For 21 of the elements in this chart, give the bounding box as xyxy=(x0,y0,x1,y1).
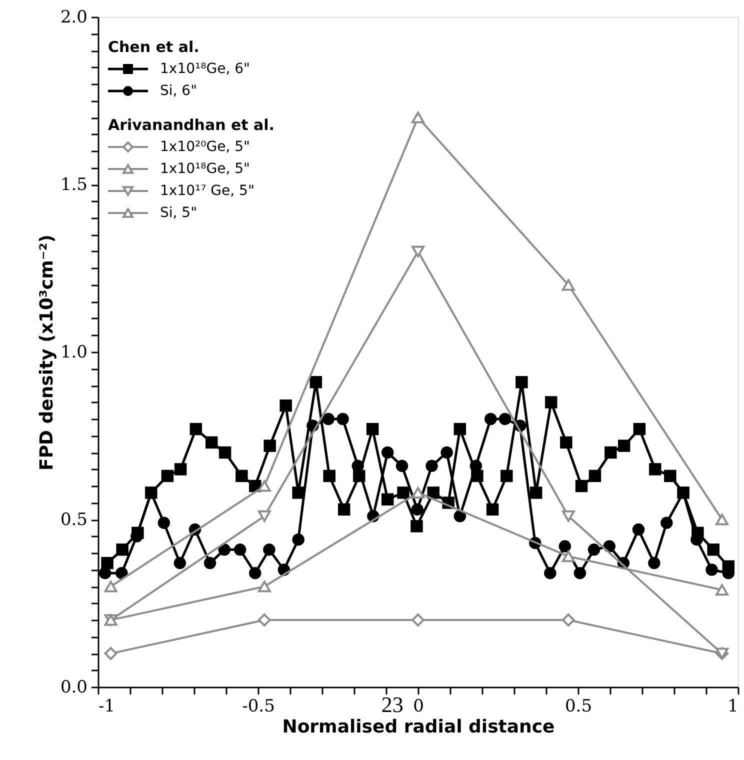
y-tick-label: 0.5 xyxy=(60,510,88,530)
legend-label: 1x10²⁰Ge, 5" xyxy=(160,139,250,155)
x-axis-title: Normalised radial distance xyxy=(282,716,555,738)
y-tick-label: 0.0 xyxy=(60,678,88,698)
legend-label: 1x10¹⁷ Ge, 5" xyxy=(160,183,254,199)
annotation: Arivanandhan et al. xyxy=(108,116,274,134)
y-tick-label: 2.0 xyxy=(60,8,88,28)
legend-title: Chen et al. xyxy=(108,38,200,56)
legend-label: 1x10¹⁸Ge, 5" xyxy=(160,161,250,177)
legend-label: 1x10¹⁸Ge, 6" xyxy=(160,61,250,77)
text: 23 xyxy=(381,692,404,717)
y-tick-label: 1.5 xyxy=(60,175,88,195)
x-tick-label: -1 xyxy=(98,696,116,716)
legend-label: Si, 6" xyxy=(160,83,198,99)
x-tick-label: 0 xyxy=(413,696,424,716)
x-tick-label: 0.5 xyxy=(564,696,592,716)
x-tick-label: -0.5 xyxy=(242,696,275,716)
y-axis-title: FPD density (x10³cm⁻²) xyxy=(36,234,58,470)
legend-label: Si, 5" xyxy=(160,205,198,221)
x-tick-label: 1 xyxy=(728,696,738,716)
y-tick-label: 1.0 xyxy=(60,342,88,362)
